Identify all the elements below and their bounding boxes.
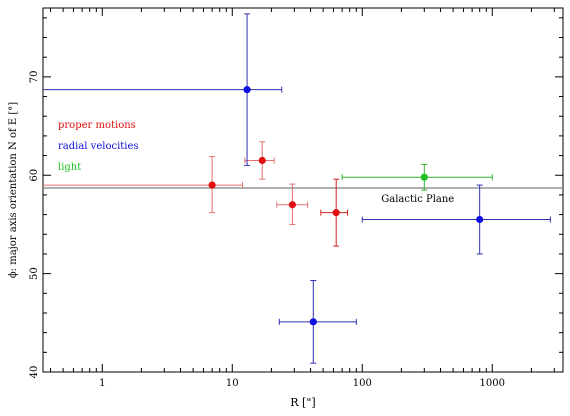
axis-ticks xyxy=(43,8,563,373)
x-axis-label: R ["] xyxy=(290,396,315,409)
data-marker xyxy=(258,156,266,165)
data-points xyxy=(43,13,551,364)
data-point-proper-motions xyxy=(43,156,244,214)
legend-entry: light xyxy=(58,162,81,173)
legend: proper motions radial velocities light xyxy=(58,120,139,173)
x-tick-label: 10 xyxy=(226,378,239,389)
data-marker xyxy=(288,201,296,209)
plot-frame xyxy=(42,7,564,373)
data-marker xyxy=(332,209,340,217)
data-point-light xyxy=(341,163,493,191)
y-tick-label: 50 xyxy=(29,267,40,280)
legend-entry: proper motions xyxy=(58,120,136,131)
data-point-proper-motions xyxy=(320,178,349,247)
x-tick-label: 1 xyxy=(99,378,105,389)
data-point-proper-motions xyxy=(276,183,309,225)
y-tick-label: 40 xyxy=(29,366,40,379)
data-point-radial-velocities xyxy=(43,13,283,166)
legend-entry: radial velocities xyxy=(58,141,139,152)
data-marker xyxy=(476,215,484,224)
data-point-radial-velocities xyxy=(361,184,551,255)
data-marker xyxy=(208,181,216,189)
x-tick-label: 100 xyxy=(353,378,372,389)
x-tick-label: 1000 xyxy=(480,378,505,389)
data-marker xyxy=(243,86,251,94)
y-tick-label: 60 xyxy=(29,169,40,182)
data-marker xyxy=(309,318,317,326)
galactic-plane-label: Galactic Plane xyxy=(381,194,454,205)
data-marker xyxy=(420,173,428,181)
reference-line-group: Galactic Plane xyxy=(43,187,563,205)
axis-tick-labels: 1 10 100 1000 40 50 60 70 xyxy=(29,70,505,389)
y-axis-label: ϕ: major axis orientation N of E [°] xyxy=(8,102,19,278)
y-tick-label: 70 xyxy=(29,70,40,83)
data-point-radial-velocities xyxy=(278,280,357,364)
data-point-proper-motions xyxy=(244,141,275,180)
